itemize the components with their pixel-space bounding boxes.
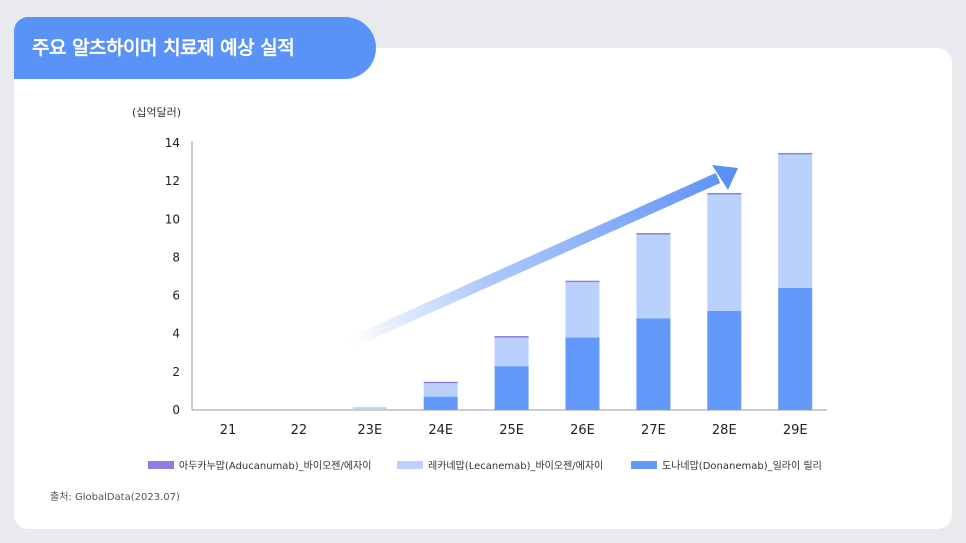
bar-segment-29E-s1: [778, 154, 813, 288]
bar-segment-24E-s2: [423, 381, 458, 384]
bar-segment-25E-s2: [494, 336, 529, 338]
bar-segment-29E-s0: [778, 287, 813, 410]
legend-label: 레카네맙(Lecanemab)_바이오젠/에자이: [428, 460, 603, 472]
bar-segment-24E-s0: [423, 396, 458, 410]
bar-segment-28E-s1: [707, 194, 742, 311]
legend-swatch: [631, 461, 657, 469]
bar-segment-27E-s1: [636, 234, 671, 319]
title-tab: [14, 17, 376, 79]
bar-segment-25E-s0: [494, 366, 529, 410]
x-tick-label: 29E: [783, 423, 808, 438]
y-tick-label: 0: [172, 403, 180, 417]
legend-label: 도나네맙(Donanemab)_일라이 릴리: [662, 459, 822, 472]
x-tick-label: 25E: [499, 423, 524, 438]
bar-segment-29E-s2: [778, 152, 813, 155]
bar-segment-25E-s1: [494, 337, 529, 367]
x-tick-label: 21: [220, 423, 237, 438]
bar-segment-27E-s0: [636, 318, 671, 410]
y-tick-label: 8: [172, 250, 180, 264]
bar-segment-26E-s1: [565, 282, 600, 338]
trend-arrow-head: [712, 165, 738, 190]
legend-label: 아두카누맙(Aducanumab)_바이오젠/에자이: [179, 460, 371, 472]
legend-swatch: [148, 461, 174, 469]
source-note: 출처: GlobalData(2023.07): [50, 492, 180, 503]
legend-swatch: [397, 461, 423, 469]
bar-segment-26E-s0: [565, 337, 600, 410]
bar-segment-26E-s2: [565, 280, 600, 283]
x-tick-label: 23E: [357, 423, 382, 438]
bar-segment-23E-s1: [352, 407, 387, 410]
bar-segment-28E-s0: [707, 310, 742, 410]
trend-arrow-shaft: [347, 172, 721, 349]
x-tick-label: 28E: [712, 423, 737, 438]
x-tick-label: 22: [291, 423, 308, 438]
y-tick-label: 4: [172, 327, 180, 341]
y-tick-label: 12: [165, 174, 180, 188]
y-axis-unit-label: (십억달러): [132, 106, 181, 119]
y-tick-label: 10: [165, 212, 180, 226]
y-tick-label: 14: [165, 136, 180, 150]
bar-segment-27E-s2: [636, 233, 671, 235]
x-tick-label: 27E: [641, 423, 666, 438]
x-tick-label: 24E: [428, 423, 453, 438]
y-tick-label: 2: [172, 365, 180, 379]
page-title: 주요 알츠하이머 치료제 예상 실적: [32, 37, 295, 59]
bar-segment-28E-s2: [707, 192, 742, 195]
y-tick-label: 6: [172, 289, 180, 303]
bar-segment-24E-s1: [423, 383, 458, 397]
x-tick-label: 26E: [570, 423, 595, 438]
